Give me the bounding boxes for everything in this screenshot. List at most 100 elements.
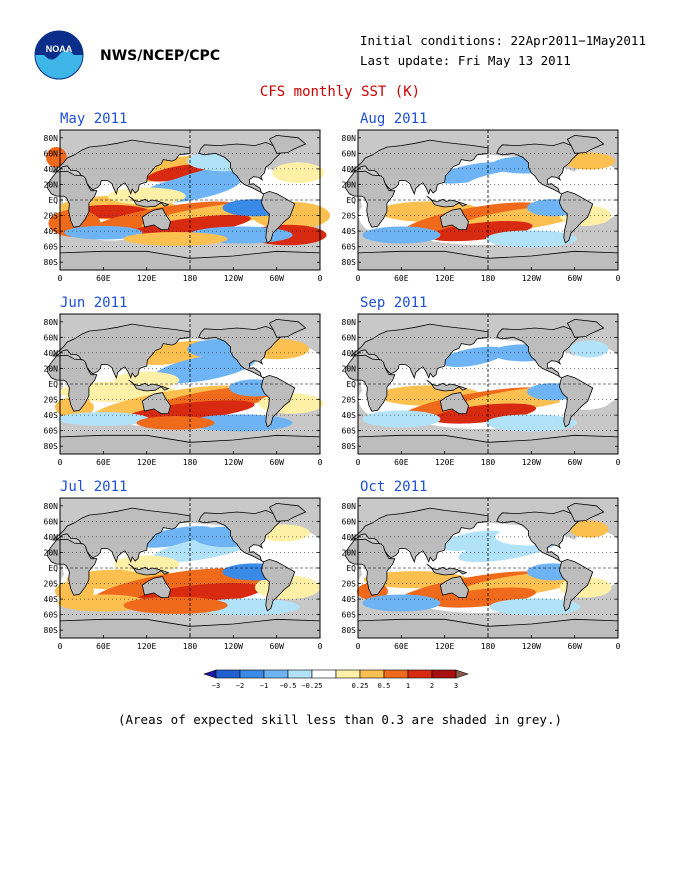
colorbar-tick-label: −1: [260, 682, 268, 690]
colorbar-segment: [287, 669, 313, 679]
longitude-tick-label: 0: [318, 642, 323, 651]
land-mass: [261, 558, 296, 612]
latitude-tick-label: 20S: [44, 212, 59, 221]
colorbar-segment: [359, 669, 385, 679]
sst-anomaly-patch: [362, 226, 441, 244]
latitude-tick-label: 80S: [342, 258, 357, 267]
sst-anomaly-patch: [136, 416, 215, 430]
colorbar-segment: [311, 669, 337, 679]
map-panel-jun: 80N 60N 40N 20N EQ 20S 40S 60S 80S 0 60E 120E 180 120…: [44, 313, 329, 467]
longitude-tick-label: 0: [318, 274, 323, 283]
latitude-tick-label: EQ: [48, 380, 58, 389]
latitude-tick-label: 20S: [342, 212, 357, 221]
figure-title: CFS monthly SST (K): [259, 84, 421, 100]
latitude-tick-label: 80S: [342, 442, 357, 451]
last-update: Last update: Fri May 13 2011: [360, 53, 571, 68]
colorbar-tick-label: 3: [454, 682, 458, 690]
sst-anomaly-patch: [362, 594, 441, 612]
sst-anomaly-patch: [569, 520, 609, 538]
longitude-tick-label: 120W: [224, 458, 243, 467]
latitude-tick-label: 20S: [342, 580, 357, 589]
latitude-tick-label: 60N: [44, 517, 59, 526]
latitude-tick-label: 60S: [44, 427, 59, 436]
longitude-tick-label: 60E: [96, 458, 111, 467]
land-mass: [559, 374, 594, 428]
sst-anomaly-patch: [272, 162, 325, 184]
sst-anomaly-patch: [441, 530, 506, 551]
latitude-tick-label: 40S: [342, 227, 357, 236]
latitude-tick-label: 60N: [342, 149, 357, 158]
longitude-tick-label: 60W: [269, 642, 284, 651]
land-mass: [261, 190, 296, 244]
longitude-tick-label: 60E: [394, 274, 409, 283]
land-mass: [198, 325, 281, 379]
longitude-tick-label: 180: [183, 458, 198, 467]
latitude-tick-label: 80N: [342, 318, 357, 327]
latitude-tick-label: 80S: [44, 626, 59, 635]
land-mass: [566, 502, 605, 522]
longitude-tick-label: 120E: [137, 274, 156, 283]
latitude-tick-label: 80S: [44, 442, 59, 451]
longitude-tick-label: 0: [356, 274, 361, 283]
land-mass: [439, 576, 469, 598]
land-mass: [198, 141, 281, 195]
sst-anomaly-patch: [137, 526, 214, 548]
colorbar-tick-label: 0.25: [352, 682, 369, 690]
land-mass: [496, 509, 579, 563]
longitude-tick-label: 60W: [567, 274, 582, 283]
noaa-logo: NOAA: [34, 30, 84, 80]
latitude-tick-label: 60N: [44, 149, 59, 158]
land-mass: [559, 558, 594, 612]
longitude-tick-label: 60E: [96, 274, 111, 283]
latitude-tick-label: EQ: [346, 564, 356, 573]
colorbar-tick-label: −2: [236, 682, 244, 690]
longitude-tick-label: 0: [58, 458, 63, 467]
longitude-tick-label: 60E: [394, 458, 409, 467]
map-panel-jul: 80N 60N 40N 20N EQ 20S 40S 60S 80S 0 60E 120E 180 120…: [44, 497, 329, 651]
land-mass: [141, 392, 171, 414]
latitude-tick-label: EQ: [48, 196, 58, 205]
longitude-tick-label: 120E: [435, 642, 454, 651]
latitude-tick-label: 80N: [342, 502, 357, 511]
initial-conditions: Initial conditions: 22Apr2011−1May2011: [360, 33, 646, 48]
land-mass: [496, 325, 579, 379]
latitude-tick-label: 40N: [44, 165, 59, 174]
longitude-tick-label: 60W: [567, 642, 582, 651]
sst-anomaly-patch: [432, 403, 537, 424]
colorbar-segment: [215, 669, 241, 679]
latitude-tick-label: 60N: [342, 517, 357, 526]
land-mass: [439, 392, 469, 414]
longitude-tick-label: 180: [183, 642, 198, 651]
latitude-tick-label: 20S: [44, 396, 59, 405]
colorbar-arrow-high: [455, 669, 469, 679]
latitude-tick-label: 20S: [342, 396, 357, 405]
latitude-tick-label: 40S: [342, 411, 357, 420]
land-mass: [426, 563, 468, 576]
latitude-tick-label: 60S: [342, 611, 357, 620]
latitude-tick-label: 40S: [44, 595, 59, 604]
colorbar-segment: [335, 669, 361, 679]
latitude-tick-label: 40S: [342, 595, 357, 604]
panel-title-oct: Oct 2011: [360, 479, 428, 495]
longitude-tick-label: 180: [481, 458, 496, 467]
sst-anomaly-patch: [432, 587, 537, 608]
latitude-tick-label: 20N: [44, 180, 59, 189]
land-mass: [496, 141, 579, 195]
latitude-tick-label: 20N: [342, 548, 357, 557]
longitude-tick-label: 0: [318, 458, 323, 467]
land-mass: [198, 509, 281, 563]
sst-anomaly-patch: [485, 414, 577, 432]
colorbar-segment: [383, 669, 409, 679]
latitude-tick-label: 40N: [44, 533, 59, 542]
land-mass: [261, 374, 296, 428]
latitude-tick-label: 60S: [44, 611, 59, 620]
longitude-tick-label: 120E: [435, 274, 454, 283]
latitude-tick-label: 40N: [342, 533, 357, 542]
colorbar-tick-label: −3: [212, 682, 220, 690]
latitude-tick-label: 80N: [44, 318, 59, 327]
colorbar-tick-label: 1: [406, 682, 410, 690]
latitude-tick-label: 60S: [44, 243, 59, 252]
longitude-tick-label: 60W: [269, 458, 284, 467]
land-mass: [128, 563, 170, 576]
sst-anomaly-patch: [362, 410, 441, 428]
